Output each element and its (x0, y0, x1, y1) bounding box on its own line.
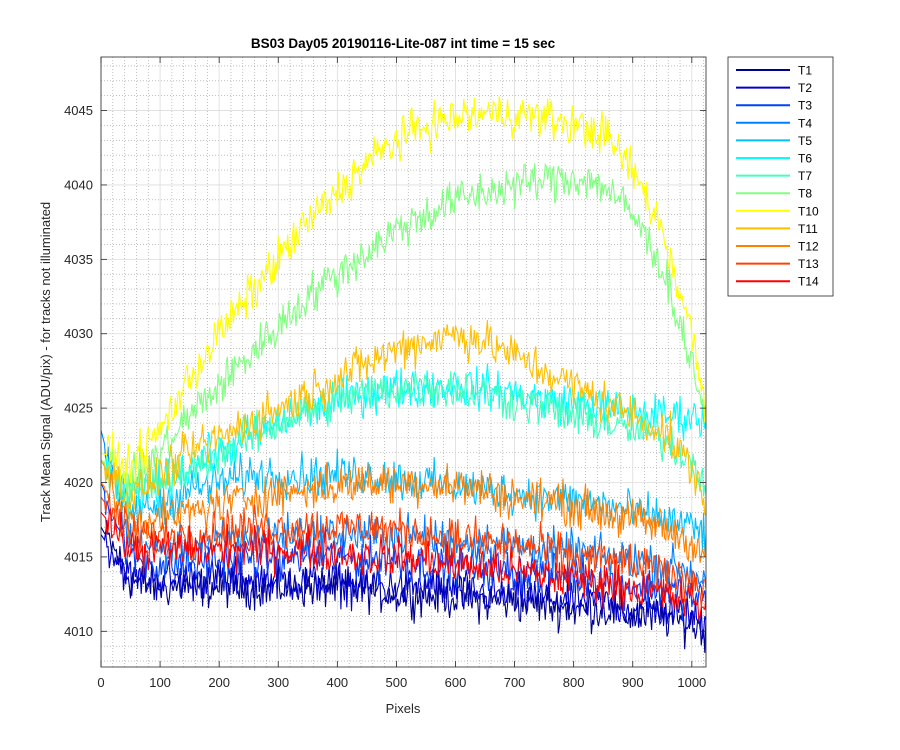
x-tick-label: 0 (97, 675, 104, 690)
y-tick-label: 4020 (64, 475, 93, 490)
x-tick-label: 800 (563, 675, 585, 690)
x-axis-label: Pixels (386, 701, 421, 716)
legend-label-t1: T1 (798, 64, 812, 78)
y-tick-label: 4010 (64, 624, 93, 639)
minor-grid (101, 57, 706, 667)
series-layer (101, 96, 706, 653)
legend-label-t12: T12 (798, 240, 819, 254)
x-tick-label: 100 (149, 675, 171, 690)
y-tick-label: 4030 (64, 326, 93, 341)
plot-frame (100, 56, 707, 668)
legend-label-t6: T6 (798, 152, 812, 166)
series-line-t11 (101, 320, 706, 516)
series-line-t1 (101, 519, 706, 653)
legend-label-t8: T8 (798, 187, 812, 201)
legend: T1 T2 T3 T4 T5 T6 T7 T8 T10 T11 T12 T13 T14 (727, 56, 834, 297)
x-axis: 0 100 200 300 400 500 600 700 800 900 1000 (97, 57, 706, 690)
x-tick-label: 200 (208, 675, 230, 690)
legend-label-t5: T5 (798, 134, 812, 148)
y-tick-label: 4045 (64, 103, 93, 118)
series-line-t8 (101, 162, 706, 498)
series-line-t10 (101, 96, 706, 490)
series-line-t3 (101, 482, 706, 622)
x-tick-label: 400 (326, 675, 348, 690)
x-tick-label: 600 (445, 675, 467, 690)
x-tick-label: 900 (622, 675, 644, 690)
legend-label-t13: T13 (798, 257, 819, 271)
x-tick-label: 700 (504, 675, 526, 690)
series-line-t13 (101, 493, 706, 608)
y-tick-label: 4040 (64, 177, 93, 192)
y-axis: 4010 4015 4020 4025 4030 4035 4040 4045 (64, 103, 706, 639)
series-line-t2 (101, 531, 706, 639)
y-tick-label: 4015 (64, 549, 93, 564)
x-tick-label: 1000 (677, 675, 706, 690)
legend-label-t14: T14 (798, 275, 819, 289)
legend-label-t10: T10 (798, 204, 819, 218)
legend-label-t3: T3 (798, 99, 812, 113)
x-tick-label: 300 (267, 675, 289, 690)
y-tick-label: 4035 (64, 252, 93, 267)
legend-label-t11: T11 (798, 222, 818, 236)
plot-area (101, 57, 706, 667)
legend-label-t7: T7 (798, 169, 812, 183)
x-tick-label: 500 (386, 675, 408, 690)
series-line-t5 (101, 448, 706, 554)
y-axis-label: Track Mean Signal (ADU/pix) - for tracks… (38, 202, 53, 522)
legend-label-t4: T4 (798, 116, 812, 130)
series-line-t7 (101, 370, 706, 517)
chart-title: BS03 Day05 20190116-Lite-087 int time = … (251, 36, 556, 51)
series-line-t14 (101, 508, 706, 621)
series-line-t12 (101, 462, 706, 563)
y-tick-label: 4025 (64, 401, 93, 416)
legend-label-t2: T2 (798, 81, 812, 95)
